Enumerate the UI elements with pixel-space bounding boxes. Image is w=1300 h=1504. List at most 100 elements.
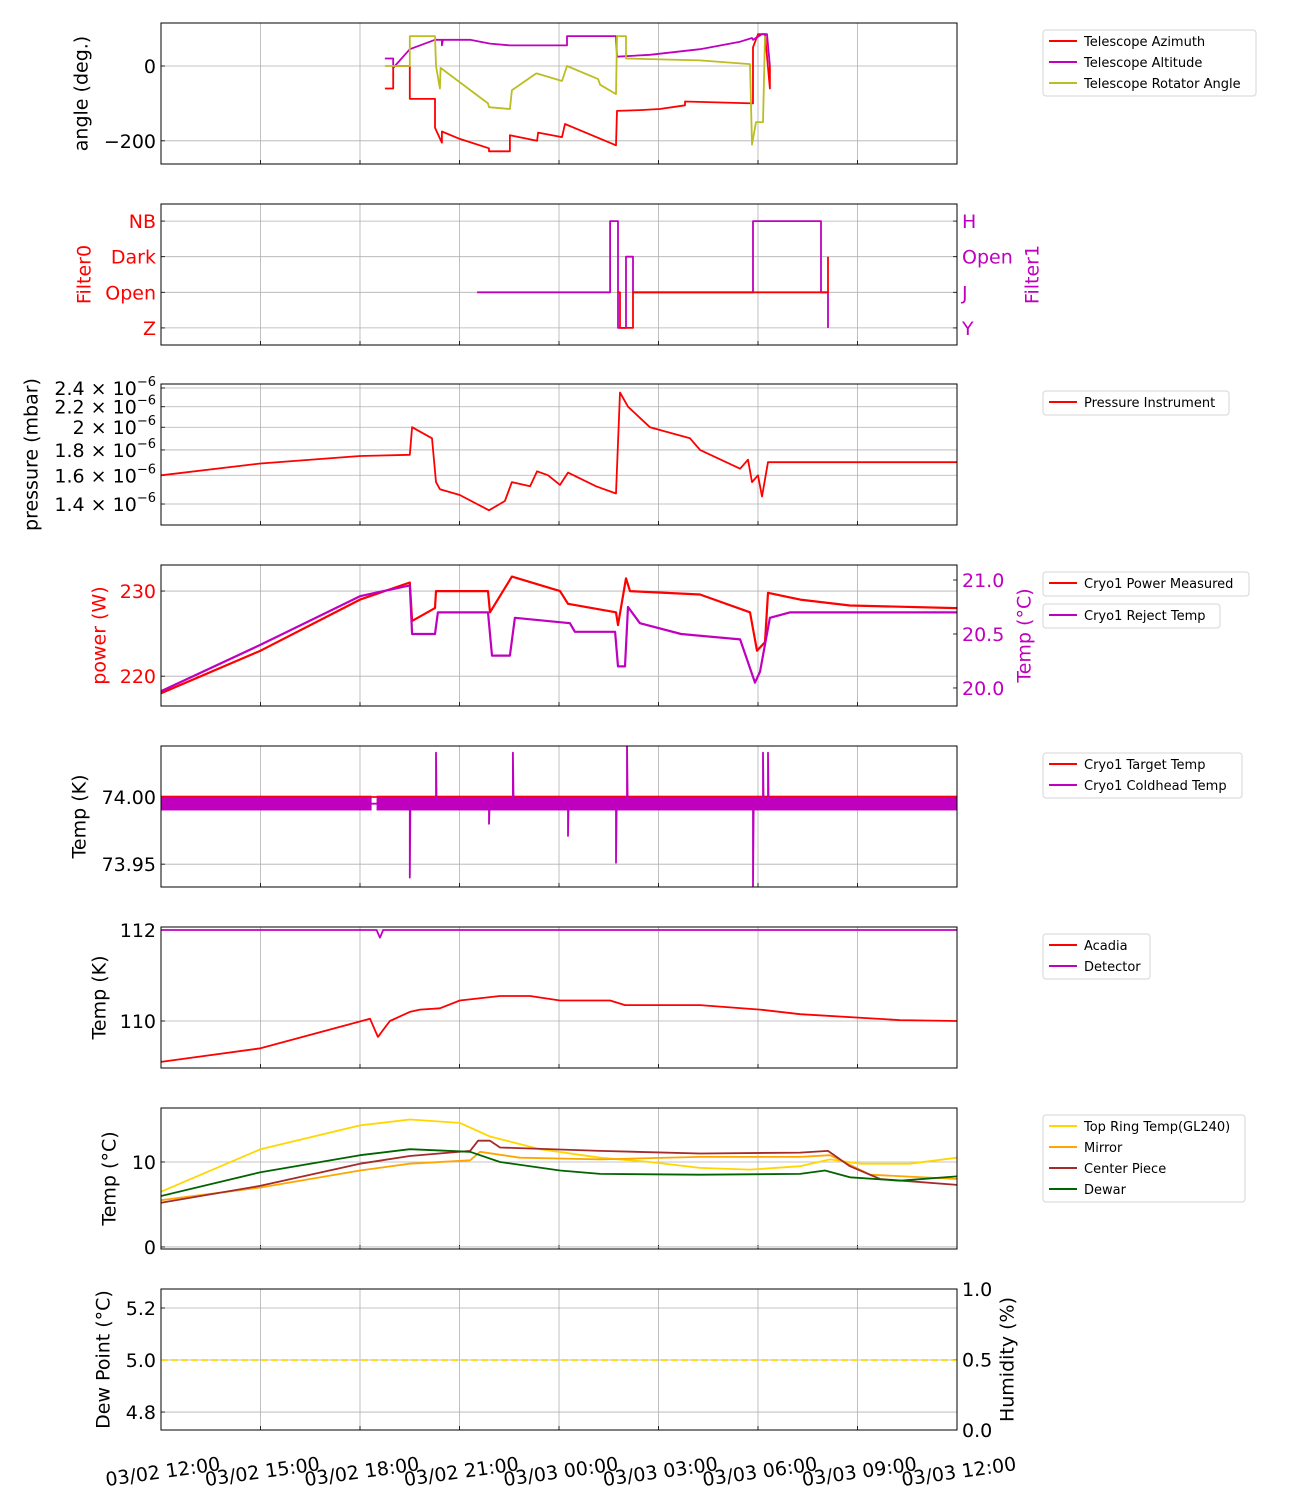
y-tick-label-right: 20.5 <box>962 624 1004 646</box>
y-tick-label-right: 21.0 <box>962 570 1004 592</box>
y-tick-label: 1.8 × 10−6 <box>54 437 156 462</box>
y-tick-label: 0 <box>144 56 156 78</box>
y-axis-label: Temp (K) <box>69 775 91 860</box>
y-axis-label: Dew Point (°C) <box>93 1290 115 1429</box>
y-tick-label: Dark <box>111 247 156 269</box>
y-axis-label-right: Filter1 <box>1022 245 1044 304</box>
legend-label: Detector <box>1084 960 1141 975</box>
plot-area <box>161 575 957 695</box>
legend-label: Mirror <box>1084 1141 1123 1156</box>
panel-6: 110 112 Temp (K) Acadia Detector <box>89 920 1151 1069</box>
panel-1: −200 0 angle (deg.) Telescope Azimuth Telesc… <box>71 22 1257 165</box>
legend-label: Acadia <box>1084 939 1128 954</box>
panel-2: Z Open Dark NB YJ Open H Filter0 Filter1 <box>74 203 1044 346</box>
legend: Cryo1 Power Measured <box>1042 571 1250 597</box>
y-tick-label: 230 <box>120 581 156 603</box>
panel-4: 220 230 20.0 20.5 21.0 power (W) Temp (°C) Cryo… <box>89 564 1250 707</box>
y-tick-label: 2 × 10−6 <box>73 414 156 439</box>
y-tick-label: 73.95 <box>102 854 156 876</box>
series-dewar <box>161 1148 957 1197</box>
y-tick-label-right: 20.0 <box>962 678 1004 700</box>
legend-box <box>1042 1114 1246 1203</box>
axes-frame <box>160 22 958 165</box>
axes-frame <box>160 1288 958 1431</box>
series-filter0 <box>618 256 829 329</box>
y-tick-label-right: 0.0 <box>962 1420 992 1442</box>
y-tick-label: 112 <box>120 920 156 942</box>
legend-box <box>1042 603 1221 629</box>
y-tick-label-right: 1.0 <box>962 1279 992 1301</box>
y-tick-label-right: Y <box>961 318 974 340</box>
legend-label: Cryo1 Reject Temp <box>1084 609 1206 624</box>
series-cryo1-reject-temp <box>161 584 957 693</box>
axes-frame <box>160 926 958 1069</box>
y-tick-label: NB <box>129 211 156 233</box>
y-tick-label: 5.2 <box>126 1298 156 1320</box>
series-acadia <box>161 995 957 1063</box>
legend-label: Pressure Instrument <box>1084 396 1215 411</box>
y-axis-label-right: Humidity (%) <box>997 1297 1019 1422</box>
legend-box <box>1042 571 1250 597</box>
legend-box <box>1042 29 1257 97</box>
y-tick-label: 2.4 × 10−6 <box>54 375 156 400</box>
panel-8: 4.8 5.0 5.2 0.0 0.5 1.0 Dew Point (°C) Humidity… <box>93 1279 1019 1442</box>
y-axis-label: Filter0 <box>74 245 96 304</box>
y-tick-label: 74.00 <box>102 787 156 809</box>
y-tick-label: 5.0 <box>126 1350 156 1372</box>
series-center-piece <box>161 1139 957 1204</box>
legend: Cryo1 Reject Temp <box>1042 603 1221 629</box>
y-tick-label: −200 <box>104 131 156 153</box>
series-cryo1-coldhead-temp <box>161 746 957 887</box>
y-axis-label: Temp (°C) <box>99 1131 121 1226</box>
y-tick-label-right: H <box>962 211 976 233</box>
y-tick-label: 110 <box>120 1011 156 1033</box>
y-axis-label: Temp (K) <box>89 956 111 1041</box>
y-axis-label-right: Temp (°C) <box>1014 588 1036 683</box>
y-tick-label-right: J <box>961 282 968 304</box>
legend: Acadia Detector <box>1042 933 1151 980</box>
legend-label: Telescope Rotator Angle <box>1083 77 1241 92</box>
y-tick-label: 1.4 × 10−6 <box>54 491 156 516</box>
legend-label: Telescope Azimuth <box>1083 35 1205 50</box>
legend-label: Telescope Altitude <box>1083 56 1202 71</box>
y-tick-label-right: 0.5 <box>962 1350 992 1372</box>
y-axis-label: pressure (mbar) <box>21 378 43 531</box>
y-tick-label: 4.8 <box>126 1402 156 1424</box>
legend: Cryo1 Target Temp Cryo1 Coldhead Temp <box>1042 752 1243 799</box>
y-axis-label: power (W) <box>89 586 111 684</box>
panel-3: 1.4 × 10−61.6 × 10−61.8 × 10−62 × 10−62.… <box>21 375 1230 531</box>
plot-area <box>384 33 771 153</box>
series-mirror <box>161 1150 957 1202</box>
series-telescope-rotator-angle <box>384 35 766 146</box>
legend-box <box>1042 390 1230 416</box>
y-tick-label: 1.6 × 10−6 <box>54 462 156 487</box>
y-axis-label: angle (deg.) <box>71 36 93 151</box>
series-filter1 <box>477 220 829 329</box>
series-telescope-azimuth <box>384 33 771 153</box>
legend-label: Cryo1 Target Temp <box>1084 758 1205 773</box>
axes-frame <box>160 203 958 346</box>
series-telescope-altitude <box>384 33 771 69</box>
y-tick-label-right: Open <box>962 247 1013 269</box>
plot-area <box>477 220 829 329</box>
series-pressure-instrument <box>161 391 957 512</box>
y-tick-label: Open <box>105 282 156 304</box>
y-tick-label: 10 <box>132 1152 156 1174</box>
legend-label: Dewar <box>1084 1183 1127 1198</box>
plot-area <box>161 391 957 512</box>
series-detector <box>161 929 957 939</box>
legend-label: Cryo1 Coldhead Temp <box>1084 779 1227 794</box>
y-tick-label: 2.2 × 10−6 <box>54 394 156 419</box>
plot-area <box>161 746 957 887</box>
legend-label: Cryo1 Power Measured <box>1084 577 1233 592</box>
legend: Top Ring Temp(GL240) Mirror Center Piece De… <box>1042 1114 1246 1203</box>
axes-frame <box>160 1107 958 1250</box>
y-tick-label: 0 <box>144 1237 156 1259</box>
legend-label: Center Piece <box>1084 1162 1166 1177</box>
plot-area <box>161 1118 957 1204</box>
y-tick-label: Z <box>143 318 156 340</box>
legend: Pressure Instrument <box>1042 390 1230 416</box>
